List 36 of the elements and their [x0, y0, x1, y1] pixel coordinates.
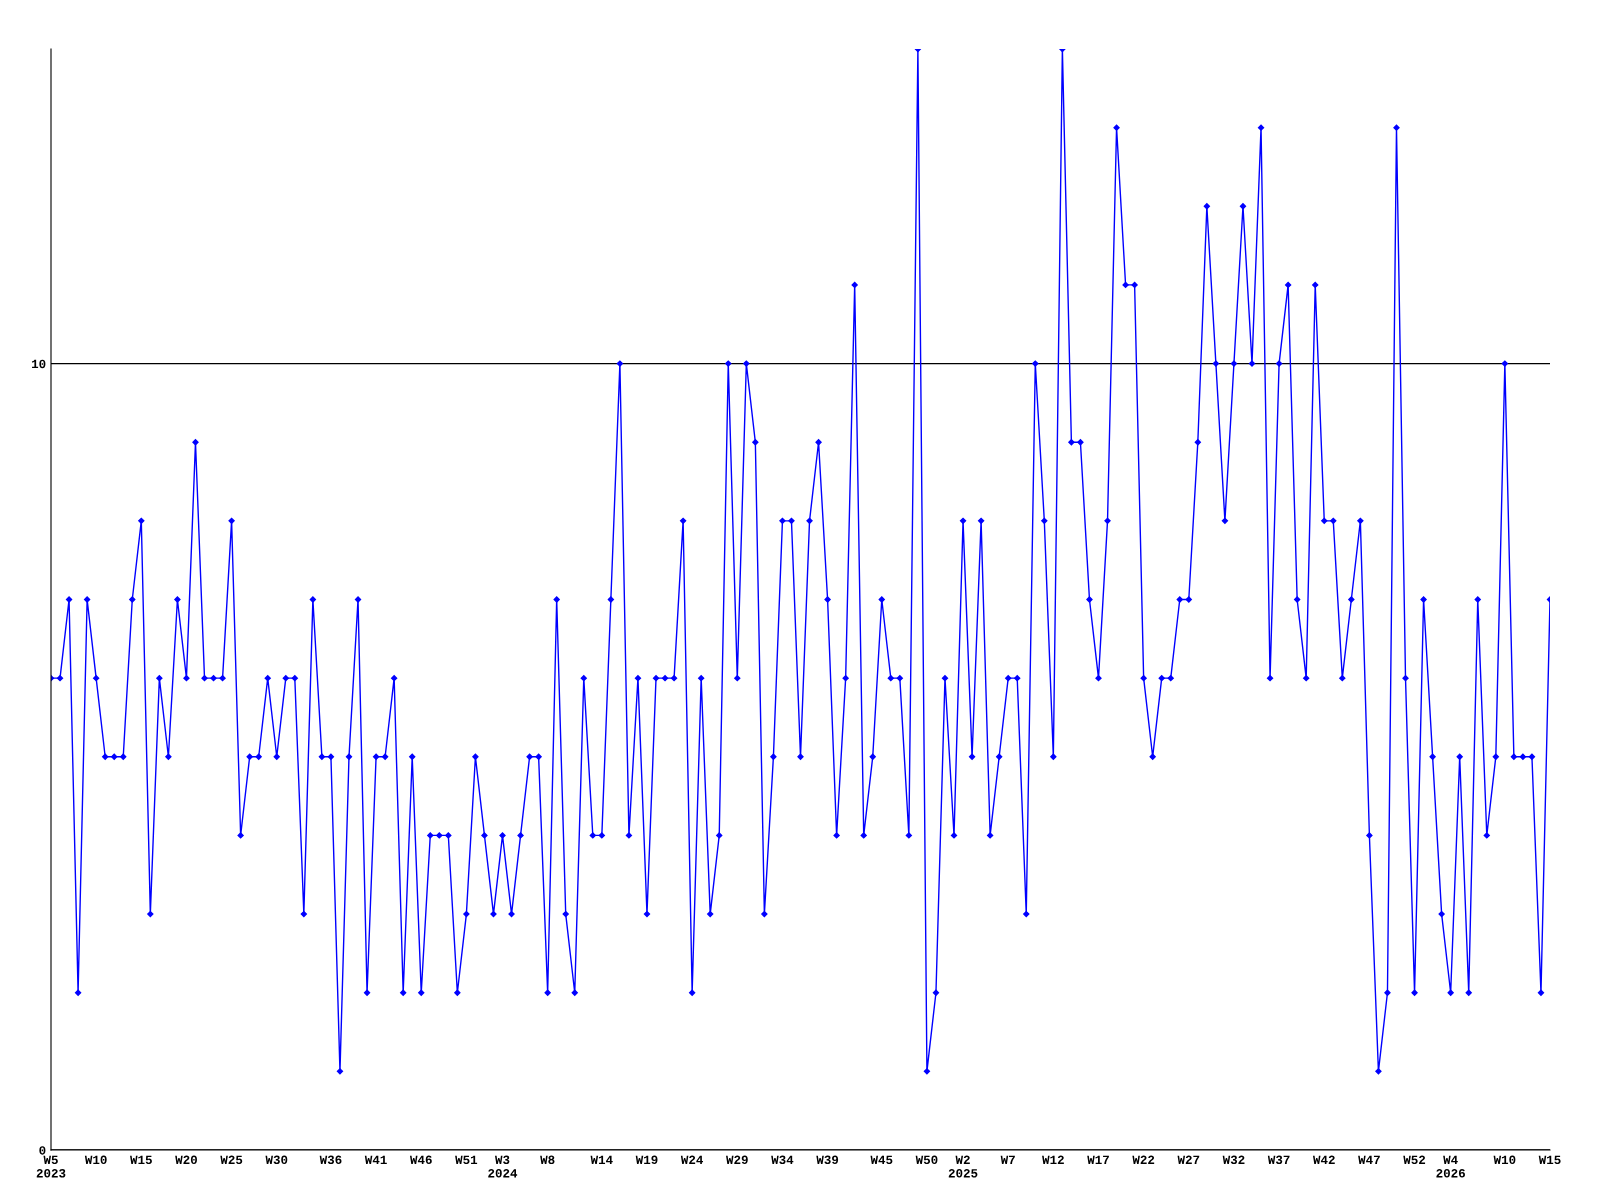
- x-tick-label: W37: [1267, 1155, 1290, 1165]
- x-tick-label: W22: [1132, 1155, 1155, 1164]
- x-tick-label: W20: [175, 1155, 197, 1165]
- x-tick-label: W8: [540, 1155, 555, 1165]
- x-tick-label: W46: [409, 1155, 432, 1165]
- y-tick-label: 10: [31, 359, 46, 369]
- x-tick-label: W36: [319, 1155, 342, 1165]
- x-tick-label: W27: [1177, 1155, 1200, 1164]
- x-tick-label: W14: [590, 1155, 613, 1164]
- x-tick-label: W52: [1403, 1155, 1426, 1165]
- x-tick-label: W15: [130, 1155, 152, 1165]
- x-tick-label: W4 2026: [1436, 1155, 1465, 1178]
- x-tick-label: W12: [1042, 1155, 1064, 1164]
- x-tick-label: W29: [726, 1155, 748, 1165]
- x-tick-label: W51: [455, 1155, 478, 1165]
- x-tick-label: W25: [220, 1155, 243, 1165]
- x-tick-label: W39: [816, 1155, 839, 1165]
- x-tick-label: W17: [1087, 1155, 1109, 1164]
- x-tick-label: W50: [915, 1155, 938, 1165]
- x-tick-label: W10: [1493, 1155, 1516, 1165]
- x-tick-label: W15: [1538, 1155, 1561, 1165]
- x-tick-label: W30: [265, 1155, 288, 1165]
- y-tick-label: 0: [39, 1146, 46, 1155]
- x-tick-label: W42: [1312, 1155, 1335, 1164]
- x-tick-label: W5 2023: [36, 1155, 66, 1178]
- x-tick-label: W24: [680, 1155, 704, 1164]
- x-tick-label: W10: [84, 1155, 107, 1165]
- x-tick-label: W45: [870, 1155, 893, 1165]
- x-tick-label: W7: [1000, 1155, 1015, 1164]
- x-tick-label: W19: [635, 1155, 658, 1165]
- x-tick-label: W2 2025: [948, 1155, 978, 1178]
- x-tick-label: W34: [771, 1155, 794, 1165]
- x-tick-label: W41: [364, 1155, 387, 1164]
- x-tick-label: W3 2024: [488, 1155, 518, 1178]
- x-tick-label: W32: [1222, 1155, 1245, 1165]
- x-tick-label: W47: [1358, 1155, 1380, 1164]
